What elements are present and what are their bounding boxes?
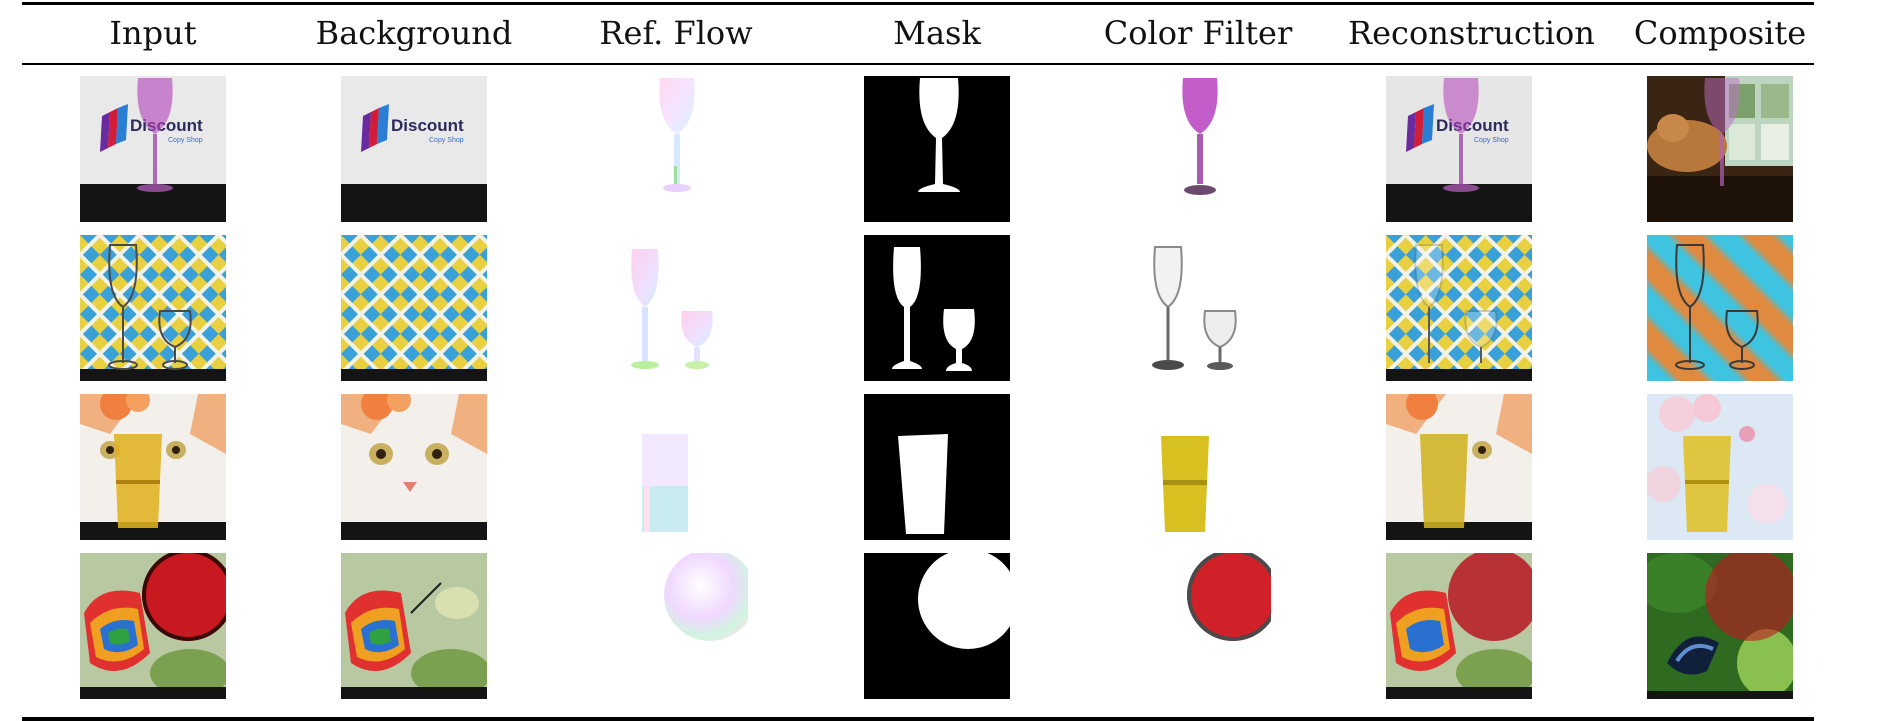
row4-reconstruction-image: [1386, 553, 1532, 699]
header-color-filter: Color Filter: [1103, 14, 1293, 52]
row1-ref-flow-image: [602, 76, 748, 222]
row3-background-image: [341, 394, 487, 540]
row4-input-image: [80, 553, 226, 699]
header-mask: Mask: [893, 14, 981, 52]
row3-reconstruction-image: [1386, 394, 1532, 540]
row4-mask-image: [864, 553, 1010, 699]
row4-color-filter-image: [1125, 553, 1271, 699]
row2-mask-image: [864, 235, 1010, 381]
svg-text:Copy Shop: Copy Shop: [429, 137, 464, 144]
header-rule: [22, 63, 1814, 65]
row1-input-image: Discount Copy Shop: [80, 76, 226, 222]
row2-ref-flow-image: [602, 235, 748, 381]
row1-mask-image: [864, 76, 1010, 222]
header-background: Background: [315, 14, 513, 52]
top-rule: [22, 2, 1814, 5]
row4-background-image: [341, 553, 487, 699]
bottom-rule: [22, 717, 1814, 721]
row2-input-image: [80, 235, 226, 381]
row1-color-filter-image: [1125, 76, 1271, 222]
row1-composite-image: [1647, 76, 1793, 222]
row2-composite-image: [1647, 235, 1793, 381]
row3-ref-flow-image: [602, 394, 748, 540]
row3-mask-image: [864, 394, 1010, 540]
svg-text:Copy Shop: Copy Shop: [168, 137, 203, 144]
row1-background-image: Discount Copy Shop: [341, 76, 487, 222]
header-composite: Composite: [1633, 14, 1807, 52]
row3-color-filter-image: [1125, 394, 1271, 540]
row2-color-filter-image: [1125, 235, 1271, 381]
header-input: Input: [109, 14, 197, 52]
row2-background-image: [341, 235, 487, 381]
svg-text:Discount: Discount: [391, 116, 464, 135]
row4-ref-flow-image: [602, 553, 748, 699]
header-reconstruction: Reconstruction: [1348, 14, 1595, 52]
row3-composite-image: [1647, 394, 1793, 540]
row4-composite-image: [1647, 553, 1793, 699]
svg-text:Copy Shop: Copy Shop: [1474, 137, 1509, 144]
header-ref-flow: Ref. Flow: [599, 14, 753, 52]
row2-reconstruction-image: [1386, 235, 1532, 381]
row3-input-image: [80, 394, 226, 540]
row1-reconstruction-image: Discount Copy Shop: [1386, 76, 1532, 222]
